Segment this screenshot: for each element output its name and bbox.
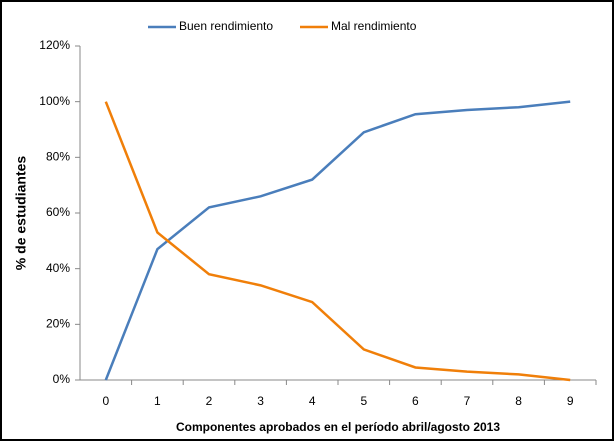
x-tick-label: 8: [515, 394, 522, 408]
series-line: [104, 100, 571, 381]
x-tick-label: 6: [412, 394, 419, 408]
y-axis-label: % de estudiantes: [13, 156, 29, 271]
legend-label: Mal rendimiento: [331, 19, 417, 33]
x-tick-label: 2: [206, 394, 213, 408]
y-tick-label: 0%: [53, 372, 71, 386]
y-tick-label: 120%: [39, 38, 70, 52]
x-tick-label: 3: [257, 394, 264, 408]
y-tick-label: 20%: [46, 317, 70, 331]
x-tick-label: 9: [567, 394, 574, 408]
series-line: [104, 101, 571, 382]
x-tick-label: 5: [360, 394, 367, 408]
y-tick-label: 60%: [46, 205, 70, 219]
y-tick-label: 80%: [46, 150, 70, 164]
x-tick-label: 0: [102, 394, 109, 408]
y-tick-label: 40%: [46, 261, 70, 275]
x-axis-label: Componentes aprobados en el período abri…: [176, 420, 500, 434]
y-tick-label: 100%: [39, 94, 70, 108]
x-tick-label: 4: [309, 394, 316, 408]
x-tick-label: 7: [464, 394, 471, 408]
x-tick-label: 1: [154, 394, 161, 408]
legend-label: Buen rendimiento: [179, 19, 273, 33]
